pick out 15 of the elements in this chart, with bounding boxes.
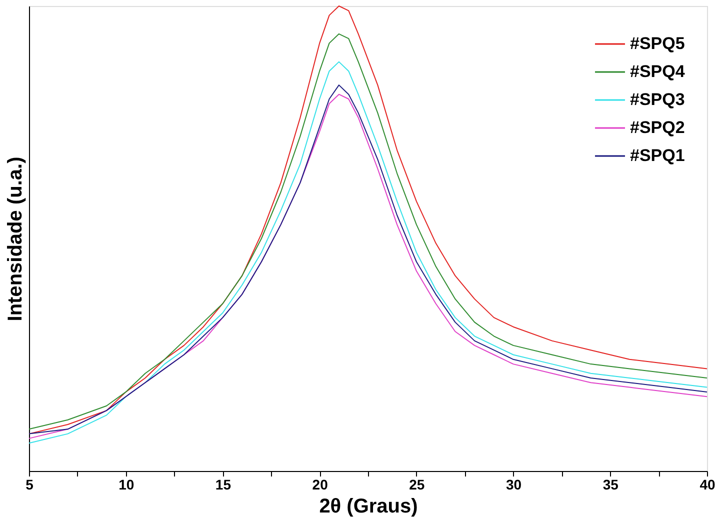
legend-label: #SPQ4 xyxy=(630,62,686,81)
x-tick-label: 5 xyxy=(26,476,34,492)
x-tick-label: 40 xyxy=(700,476,716,492)
x-tick-label: 25 xyxy=(409,476,425,492)
x-tick-label: 30 xyxy=(506,476,522,492)
x-tick-label: 35 xyxy=(602,476,619,492)
legend-label: #SPQ5 xyxy=(630,34,685,53)
legend-label: #SPQ3 xyxy=(630,90,685,109)
x-axis-title: 2θ (Graus) xyxy=(319,496,418,518)
x-tick-label: 20 xyxy=(312,476,328,492)
y-axis-title: Intensidade (u.a.) xyxy=(4,156,26,322)
x-tick-label: 10 xyxy=(118,476,134,492)
legend-label: #SPQ2 xyxy=(630,118,685,137)
legend-label: #SPQ1 xyxy=(630,146,685,165)
x-tick-label: 15 xyxy=(215,476,232,492)
